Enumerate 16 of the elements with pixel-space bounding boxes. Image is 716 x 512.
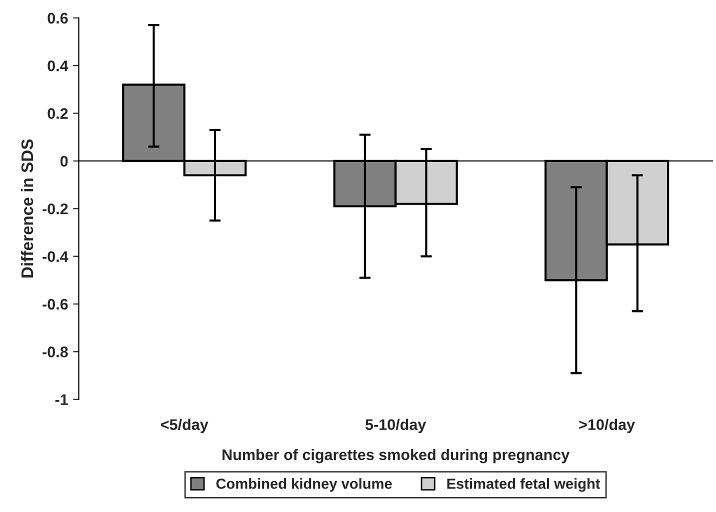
y-tick-label: -0.6 [42,298,68,310]
x-tick-label: >10/day [579,418,635,434]
y-tick-label: -0.8 [42,346,68,358]
y-tick-label: 0 [60,156,68,167]
legend-label: Combined kidney volume [216,478,392,492]
x-tick-label: 5-10/day [365,418,426,434]
x-tick-label: <5/day [161,418,208,434]
y-axis-title: Difference in SDS [20,139,34,278]
y-tick-label: -1 [55,394,68,405]
x-axis-title: Number of cigarettes smoked during pregnancy [222,448,570,464]
y-tick-label: -0.2 [42,204,68,214]
y-tick-label: 0.2 [48,108,68,119]
y-tick-label: 0.4 [48,60,68,72]
y-tick-label: 0.6 [48,12,68,24]
y-tick-label: -0.4 [42,251,68,262]
legend-label: Estimated fetal weight [447,478,600,492]
